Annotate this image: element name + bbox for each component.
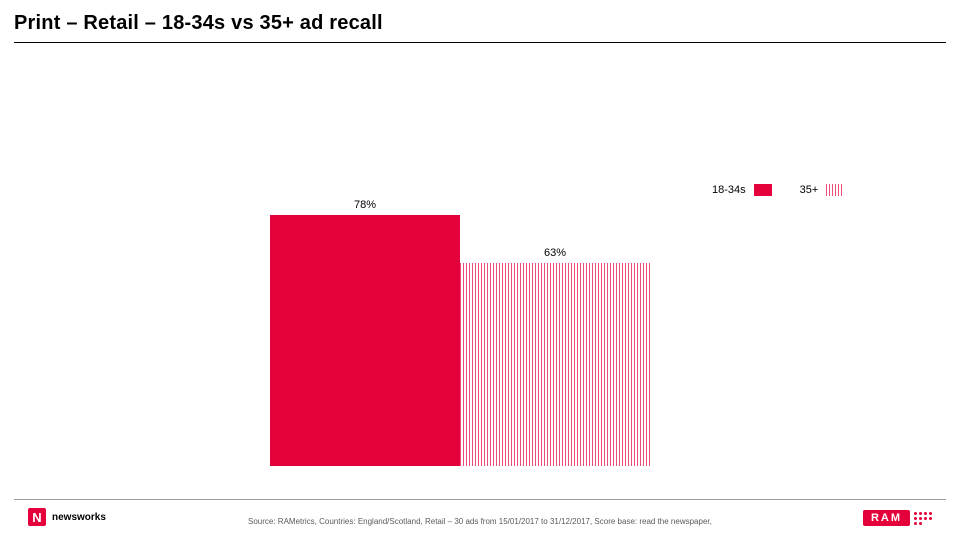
legend: 18-34s 35+ bbox=[712, 184, 844, 196]
bar-group: 63% bbox=[460, 247, 650, 466]
ram-logo: RAM bbox=[863, 510, 932, 526]
legend-swatch bbox=[826, 184, 844, 196]
ram-mark: RAM bbox=[863, 510, 910, 526]
bar bbox=[460, 263, 650, 466]
bar bbox=[270, 215, 460, 466]
footer-rule bbox=[14, 499, 946, 500]
legend-swatch bbox=[754, 184, 772, 196]
legend-label: 35+ bbox=[800, 184, 819, 196]
bar-value-label: 78% bbox=[354, 199, 376, 211]
source-text: Source: RAMetrics, Countries: England/Sc… bbox=[248, 517, 712, 526]
legend-item: 18-34s bbox=[712, 184, 772, 196]
bar-group: 78% bbox=[270, 199, 460, 466]
newsworks-text: newsworks bbox=[52, 512, 106, 523]
bar-value-label: 63% bbox=[544, 247, 566, 259]
title-rule bbox=[14, 42, 946, 43]
legend-item: 35+ bbox=[800, 184, 845, 196]
newsworks-logo: N newsworks bbox=[28, 508, 106, 526]
newsworks-mark: N bbox=[28, 508, 46, 526]
footer: N newsworks Source: RAMetrics, Countries… bbox=[14, 504, 946, 532]
page-title: Print – Retail – 18-34s vs 35+ ad recall bbox=[14, 12, 383, 35]
legend-label: 18-34s bbox=[712, 184, 746, 196]
ram-dots-icon bbox=[914, 512, 932, 525]
bar-chart: 78% 63% bbox=[270, 144, 650, 466]
